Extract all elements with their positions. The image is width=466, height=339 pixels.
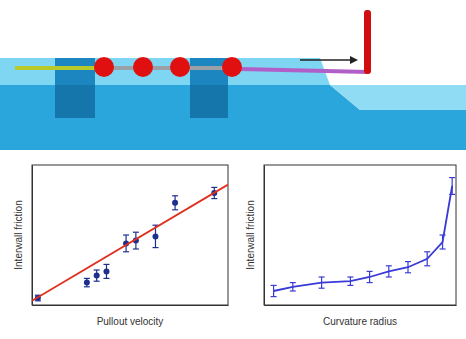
axis-line [32, 166, 33, 306]
error-bar-cap [405, 261, 411, 262]
axis-line [265, 305, 457, 306]
error-bar-cap [367, 271, 373, 272]
error-bar-cap [424, 265, 430, 266]
nanotube [100, 66, 240, 70]
inner-tube [240, 69, 368, 72]
error-bar-cap [123, 234, 129, 235]
particle [170, 57, 190, 77]
plot-area [271, 178, 456, 297]
error-bar-cap [290, 282, 296, 283]
error-bar-cap [211, 198, 217, 199]
error-bar [172, 196, 178, 210]
x-axis [265, 305, 457, 306]
plot-area [32, 185, 228, 301]
trench-face [190, 85, 228, 118]
substrate-lower-top [330, 85, 466, 110]
error-bar-cap [133, 248, 139, 249]
series-line [32, 185, 228, 301]
particle [94, 57, 114, 77]
error-bar-cap [424, 251, 430, 252]
error-bar-cap [440, 248, 446, 249]
panel: Curvature radius Interwall friction [245, 165, 457, 327]
error-bar-cap [84, 278, 90, 279]
figure: Pullout velocityInterwall frictionCurvat… [0, 0, 466, 339]
error-bar-cap [211, 187, 217, 188]
trench [190, 58, 228, 85]
data-point [103, 268, 109, 274]
error-bar-cap [271, 285, 277, 286]
error-bar-cap [449, 177, 455, 178]
diagram [0, 10, 466, 150]
particle [222, 57, 242, 77]
substrate-front [0, 85, 466, 150]
error-bar-cap [152, 247, 158, 248]
x-axis-title: Curvature radius [323, 316, 397, 327]
error-bar-cap [172, 209, 178, 210]
plot-frame [32, 165, 228, 305]
panel: Pullout velocity Interwall friction [13, 165, 229, 327]
error-bar-cap [133, 232, 139, 233]
y-axis-title: Interwall friction [245, 200, 256, 269]
error-bar-cap [319, 288, 325, 289]
error-bar-cap [367, 282, 373, 283]
axis-line [33, 305, 229, 306]
axis-line [264, 166, 265, 306]
error-bar-cap [172, 195, 178, 196]
x-axis [33, 305, 229, 306]
nanotube [15, 66, 100, 70]
data-point [172, 200, 178, 206]
error-bar-cap [103, 278, 109, 279]
data-point [152, 233, 158, 239]
y-axis-title: Interwall friction [13, 200, 24, 269]
error-bar-cap [271, 296, 277, 297]
error-bar [103, 264, 109, 278]
arrow [300, 59, 352, 61]
error-bar-cap [94, 281, 100, 282]
error-bar-cap [347, 285, 353, 286]
particle [133, 57, 153, 77]
error-bar-cap [319, 276, 325, 277]
error-bar-cap [84, 286, 90, 287]
error-bar [84, 278, 90, 286]
error-bar-cap [103, 264, 109, 265]
error-bar-cap [386, 276, 392, 277]
x-axis-title: Pullout velocity [97, 316, 164, 327]
error-bar-cap [94, 269, 100, 270]
arrow-head [350, 56, 358, 64]
data-point [94, 273, 100, 279]
error-bar-cap [386, 265, 392, 266]
tip [364, 10, 371, 74]
trench [55, 58, 95, 85]
error-bar-cap [347, 276, 353, 277]
error-bar-cap [290, 290, 296, 291]
trench-face [55, 85, 95, 118]
plot-frame [264, 165, 456, 305]
error-bar-cap [405, 272, 411, 273]
y-axis [32, 166, 33, 306]
series-line [274, 186, 453, 291]
data-point [84, 280, 90, 286]
error-bar-cap [123, 251, 129, 252]
y-axis [264, 166, 265, 306]
error-bar [94, 270, 100, 281]
